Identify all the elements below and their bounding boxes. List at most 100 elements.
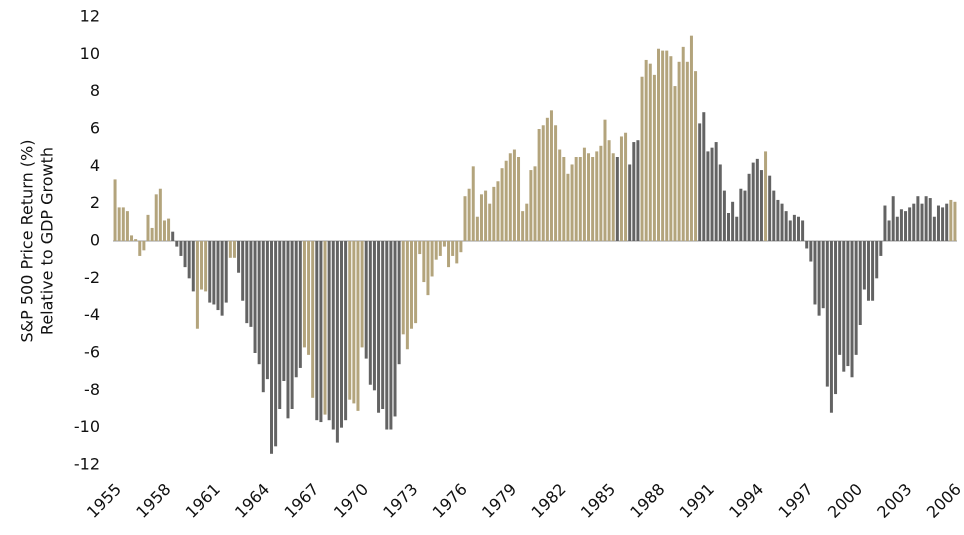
bar xyxy=(204,241,208,292)
x-tick-label: 1994 xyxy=(725,480,767,522)
x-tick-label: 1997 xyxy=(775,480,817,522)
bar xyxy=(307,241,311,355)
bar xyxy=(936,205,940,241)
bar xyxy=(372,241,376,391)
bar xyxy=(381,241,385,409)
bar xyxy=(475,216,479,241)
bar xyxy=(603,119,607,241)
bar xyxy=(562,157,566,241)
bar xyxy=(846,241,850,367)
bar xyxy=(533,166,537,241)
x-tick-label: 1976 xyxy=(429,480,471,522)
bar xyxy=(171,231,175,241)
bar xyxy=(282,241,286,381)
bar xyxy=(924,196,928,241)
bar xyxy=(479,194,483,241)
bar xyxy=(813,241,817,305)
y-tick-label: -10 xyxy=(74,417,100,436)
bar xyxy=(541,125,545,241)
bar xyxy=(764,151,768,241)
bar xyxy=(871,241,875,301)
bar xyxy=(459,241,463,253)
bar xyxy=(158,188,162,241)
x-tick-label: 2000 xyxy=(824,480,866,522)
bar xyxy=(619,136,623,241)
bar xyxy=(817,241,821,316)
bar xyxy=(854,241,858,355)
bar xyxy=(727,213,731,241)
bar xyxy=(224,241,228,303)
bar xyxy=(829,241,833,413)
bar xyxy=(710,147,714,241)
bar xyxy=(422,241,426,283)
bar xyxy=(323,241,327,415)
bar xyxy=(949,199,953,241)
bar xyxy=(414,241,418,324)
bar xyxy=(636,140,640,241)
bar xyxy=(648,63,652,241)
bar xyxy=(442,241,446,247)
x-tick-label: 2003 xyxy=(873,480,915,522)
bar xyxy=(471,166,475,241)
bar xyxy=(755,158,759,241)
x-tick-label: 1970 xyxy=(330,480,372,522)
bar xyxy=(838,241,842,355)
bar xyxy=(591,157,595,241)
bar xyxy=(175,241,179,247)
y-tick-label: 10 xyxy=(80,44,100,63)
bar xyxy=(521,211,525,241)
bar xyxy=(916,196,920,241)
bar xyxy=(245,241,249,324)
bar xyxy=(125,211,129,241)
y-tick-label: 2 xyxy=(90,193,100,212)
bar xyxy=(689,35,693,241)
bar xyxy=(866,241,870,301)
bar xyxy=(130,235,134,241)
bar xyxy=(339,241,343,428)
bar xyxy=(611,153,615,241)
bar xyxy=(640,76,644,241)
bar xyxy=(673,86,677,241)
bar xyxy=(290,241,294,409)
bar xyxy=(492,186,496,241)
bar xyxy=(311,241,315,398)
bar xyxy=(331,241,335,430)
bar xyxy=(134,239,138,241)
x-tick-label: 1955 xyxy=(83,480,125,522)
bar xyxy=(759,170,763,241)
bar xyxy=(891,196,895,241)
bar xyxy=(500,168,504,241)
bar xyxy=(319,241,323,423)
bar xyxy=(146,214,150,241)
bar xyxy=(747,173,751,241)
bar xyxy=(138,241,142,256)
bar xyxy=(241,241,245,301)
y-tick-label: -2 xyxy=(84,268,100,287)
bar xyxy=(356,241,360,411)
bar xyxy=(315,241,319,421)
bar xyxy=(735,216,739,241)
bar xyxy=(834,241,838,395)
bar xyxy=(409,241,413,329)
bar xyxy=(504,160,508,241)
x-tick-label: 1964 xyxy=(231,480,273,522)
bar xyxy=(405,241,409,350)
bar xyxy=(212,241,216,305)
bar xyxy=(796,216,800,241)
bar xyxy=(195,241,199,329)
bar xyxy=(883,205,887,241)
x-tick-label: 1991 xyxy=(676,480,718,522)
bar xyxy=(628,164,632,241)
bar xyxy=(887,220,891,241)
bar xyxy=(545,117,549,241)
bar xyxy=(294,241,298,378)
bar xyxy=(302,241,306,348)
bar xyxy=(191,241,195,292)
y-tick-label: 8 xyxy=(90,81,100,100)
x-tick-label: 1967 xyxy=(280,480,322,522)
y-tick-label: -12 xyxy=(74,455,100,474)
bar xyxy=(142,241,146,251)
bar xyxy=(150,227,154,241)
bar xyxy=(784,211,788,241)
y-tick-label: -4 xyxy=(84,305,100,324)
